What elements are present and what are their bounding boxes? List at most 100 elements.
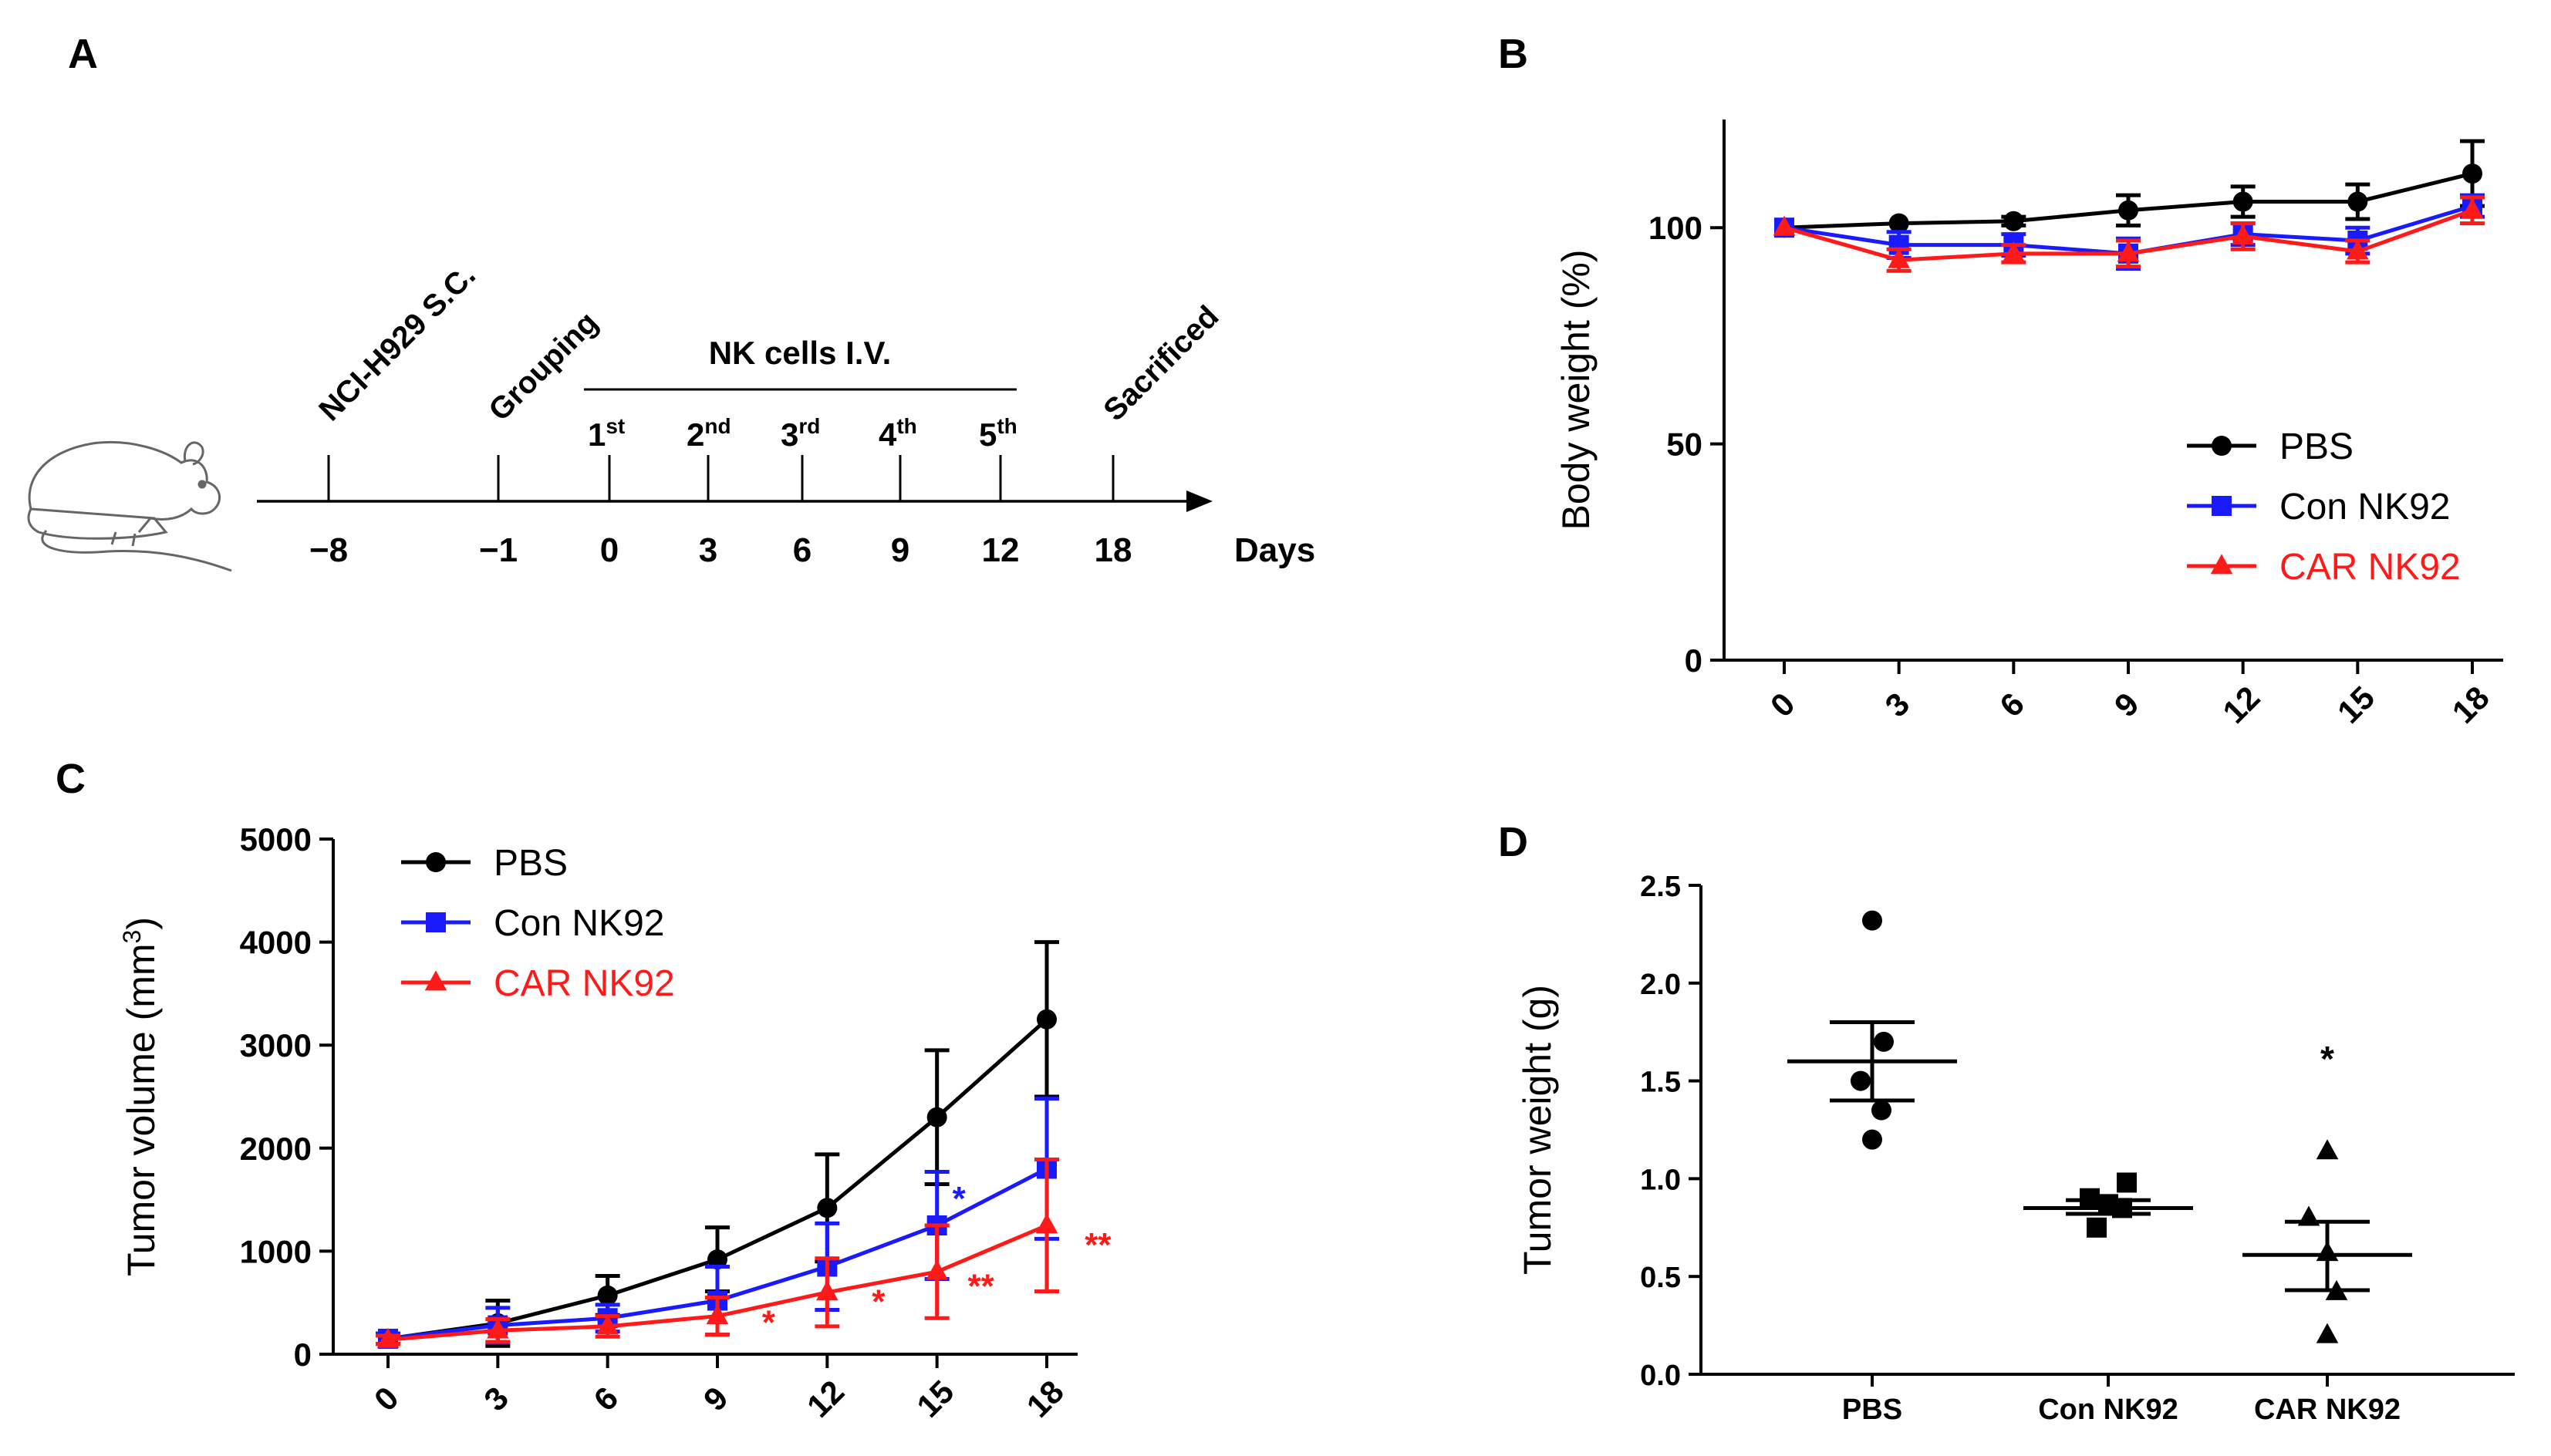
x-tick-label: 0 bbox=[1763, 686, 1802, 724]
x-tick-label: 6 bbox=[1993, 686, 2031, 724]
legend-marker bbox=[426, 852, 446, 872]
data-point bbox=[926, 1259, 948, 1280]
treatment-title: NK cells I.V. bbox=[709, 335, 892, 371]
event-day-label: −1 bbox=[479, 531, 518, 569]
dose-ordinal: 2nd bbox=[687, 414, 731, 453]
panel-d: D 0.0 0.5 1.0 1.5 2.0 2.5 Tumor weight (g) PBS C… bbox=[1498, 819, 2515, 1426]
dose-day-label: 6 bbox=[793, 531, 812, 569]
x-tick-label: 3 bbox=[1878, 686, 1917, 724]
event-label: Grouping bbox=[482, 305, 604, 427]
y-axis-label: Tumor volume (mm3) bbox=[118, 917, 163, 1276]
y-tick-label: 2.5 bbox=[1640, 871, 1681, 903]
legend: PBS Con NK92 CAR NK92 bbox=[2187, 426, 2461, 588]
x-tick-label: 6 bbox=[587, 1380, 626, 1418]
y-tick-label: 3000 bbox=[240, 1027, 312, 1063]
data-point bbox=[2316, 1139, 2339, 1160]
data-point bbox=[2232, 191, 2253, 212]
data-point bbox=[1773, 215, 1796, 236]
panel-label-a: A bbox=[68, 31, 98, 77]
series-car bbox=[376, 1157, 1059, 1348]
data-point bbox=[2316, 1323, 2339, 1343]
chart-c: 0 1000 2000 3000 4000 5000 0 3 6 9 12 15 18 Tumor vol… bbox=[118, 821, 1112, 1424]
panel-b: B 0 50 100 0 3 6 9 12 15 18 Body weight (%) PBS Con … bbox=[1498, 31, 2503, 730]
legend-marker bbox=[2212, 436, 2232, 456]
data-point bbox=[2080, 1188, 2100, 1208]
data-point bbox=[1871, 1100, 1891, 1121]
panel-label-d: D bbox=[1498, 819, 1528, 865]
y-tick-label: 50 bbox=[1666, 426, 1702, 463]
dose-ordinal: 3rd bbox=[781, 414, 820, 453]
timeline-arrow bbox=[1186, 490, 1213, 512]
x-tick-label: 15 bbox=[2330, 679, 2381, 730]
legend-marker bbox=[2212, 496, 2232, 516]
legend-label: PBS bbox=[494, 843, 568, 884]
x-tick-label: 3 bbox=[477, 1380, 515, 1418]
data-point bbox=[376, 1327, 400, 1348]
y-tick-label: 0 bbox=[1685, 642, 1702, 679]
data-point bbox=[1862, 910, 1882, 931]
panel-c: C 0 1000 2000 3000 4000 5000 0 3 6 9 12 15 18 Tumor v… bbox=[56, 756, 1112, 1424]
data-point bbox=[706, 1303, 729, 1324]
x-tick-label: 12 bbox=[2215, 679, 2266, 730]
x-tick-label: 9 bbox=[697, 1380, 735, 1418]
group-2: CAR NK92 bbox=[2242, 1139, 2412, 1426]
y-tick-label: 1.0 bbox=[1640, 1164, 1681, 1196]
days-label: Days bbox=[1234, 531, 1315, 569]
y-tick-label: 2000 bbox=[240, 1131, 312, 1167]
event-label: NCI-H929 S.C. bbox=[312, 258, 482, 428]
group-0: PBS bbox=[1787, 910, 1957, 1426]
y-tick-label: 2.0 bbox=[1640, 969, 1681, 1001]
data-point bbox=[2117, 1172, 2137, 1193]
y-tick-label: 1.5 bbox=[1640, 1067, 1681, 1099]
chart-b: 0 50 100 0 3 6 9 12 15 18 Body weight (%) PBS Con NK… bbox=[1554, 120, 2503, 730]
legend-marker bbox=[2210, 554, 2233, 575]
significance-marker: * bbox=[872, 1283, 886, 1321]
data-point bbox=[2117, 241, 2140, 262]
legend-label: Con NK92 bbox=[494, 903, 664, 944]
timeline-ticks: −8 NCI-H929 S.C. −1 Grouping 18 Sacrificed 0 1s… bbox=[309, 258, 1226, 569]
x-tick-label: CAR NK92 bbox=[2254, 1394, 2401, 1426]
legend-label: CAR NK92 bbox=[2279, 547, 2461, 588]
data-point bbox=[1874, 1031, 1894, 1052]
data-point bbox=[2118, 200, 2138, 221]
x-tick-label: Con NK92 bbox=[2038, 1394, 2178, 1426]
data-point bbox=[1851, 1070, 1871, 1091]
data-point bbox=[596, 1314, 619, 1335]
series-car bbox=[1773, 195, 2485, 273]
dose-day-label: 0 bbox=[600, 531, 619, 569]
data-point bbox=[707, 1249, 727, 1270]
dose-ordinal: 1st bbox=[588, 414, 625, 453]
data-point bbox=[2461, 198, 2484, 219]
legend-label: Con NK92 bbox=[2279, 487, 2450, 527]
x-tick-label: 18 bbox=[1020, 1373, 1071, 1424]
legend-marker bbox=[426, 912, 446, 932]
x-tick-label: PBS bbox=[1842, 1394, 1902, 1426]
y-tick-label: 100 bbox=[1648, 210, 1702, 246]
data-point bbox=[2347, 239, 2369, 260]
data-point bbox=[1037, 1009, 1057, 1030]
mouse-icon bbox=[27, 440, 232, 572]
event-label: Sacrificed bbox=[1097, 299, 1225, 427]
data-point bbox=[1035, 1213, 1058, 1234]
y-tick-label: 1000 bbox=[240, 1233, 312, 1269]
dose-day-label: 3 bbox=[699, 531, 717, 569]
significance-marker: * bbox=[762, 1303, 776, 1341]
panel-a: A −8 NCI-H929 S.C. −1 Grouping 18 Sacrificed 0… bbox=[27, 31, 1315, 572]
data-point bbox=[2462, 163, 2482, 184]
legend: PBS Con NK92 CAR NK92 bbox=[401, 843, 675, 1004]
data-point bbox=[817, 1198, 838, 1218]
data-point bbox=[1888, 213, 1909, 234]
data-point bbox=[926, 1107, 947, 1127]
y-tick-label: 0 bbox=[294, 1336, 312, 1373]
legend-marker bbox=[424, 970, 447, 991]
data-point bbox=[2003, 241, 2025, 262]
significance-marker: ** bbox=[967, 1268, 994, 1306]
event-day-label: 18 bbox=[1095, 531, 1132, 569]
data-point bbox=[2347, 191, 2368, 212]
data-point bbox=[816, 1280, 839, 1301]
x-tick-label: 0 bbox=[367, 1380, 406, 1418]
y-axis-label: Body weight (%) bbox=[1554, 249, 1598, 530]
data-point bbox=[597, 1285, 618, 1306]
dose-day-label: 9 bbox=[891, 531, 909, 569]
